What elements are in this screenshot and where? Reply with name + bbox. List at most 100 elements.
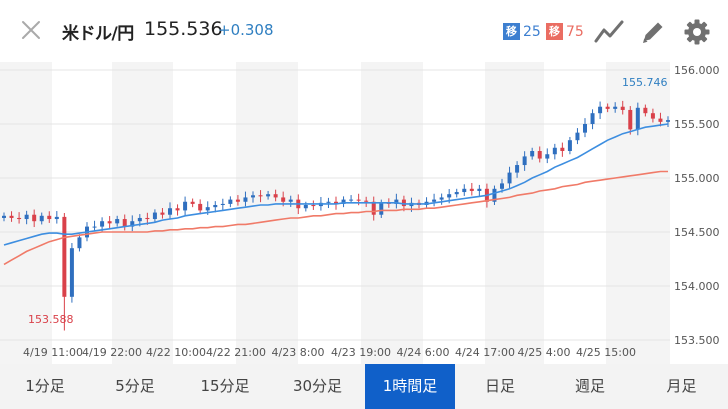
candle-body (17, 217, 22, 220)
candle-body (477, 188, 482, 191)
candle-body (575, 132, 580, 141)
candle-body (356, 199, 361, 201)
candle-body (311, 205, 316, 207)
candle-body (198, 203, 203, 211)
ma-short-toggle[interactable]: 移 25 (503, 23, 541, 40)
candle-body (326, 201, 331, 203)
candle-body (47, 215, 52, 220)
y-tick-label: 154.500 (674, 226, 720, 239)
chart-band (485, 62, 544, 364)
candle-body (62, 216, 67, 297)
candle-body (243, 197, 248, 202)
candle-body (530, 151, 535, 157)
ma-long-toggle[interactable]: 移 75 (546, 23, 584, 40)
candle-body (266, 194, 271, 197)
gear-icon[interactable] (682, 17, 712, 47)
candle-body (92, 226, 97, 228)
candle-body (273, 194, 278, 198)
candle-body (213, 205, 218, 208)
candle-body (152, 212, 157, 220)
candle-body (122, 219, 127, 227)
candle-body (107, 221, 112, 224)
candle-body (9, 215, 14, 218)
chart-band (0, 62, 52, 364)
candle-body (643, 107, 648, 114)
close-icon[interactable] (20, 19, 42, 41)
candle-body (598, 106, 603, 114)
candle-body (258, 195, 263, 197)
candle-body (500, 183, 504, 189)
low-price-label: 153.588 (28, 313, 74, 326)
candle-body (235, 199, 240, 202)
tab-2[interactable]: 15分足 (200, 377, 250, 395)
ma-short-line (3, 123, 669, 246)
candle-body (160, 212, 165, 215)
candle-body (341, 199, 346, 204)
tab-5[interactable]: 日足 (484, 377, 515, 395)
candle-body (2, 215, 6, 218)
candle-body (145, 217, 150, 220)
tab-7[interactable]: 月足 (666, 377, 697, 395)
ma-long-value: 75 (566, 23, 584, 40)
chart-band (361, 62, 423, 364)
candle-body (394, 199, 399, 204)
candle-body (364, 200, 369, 202)
ma-long-tag: 移 (546, 23, 563, 40)
y-tick-label: 154.000 (674, 280, 720, 293)
candlestick-chart[interactable]: 156.000 155.500 155.000 154.500 154.000 153.5… (0, 62, 728, 364)
candle-body (522, 156, 527, 166)
ma-short-tag: 移 (503, 23, 520, 40)
currency-pair: 米ドル/円 (62, 24, 134, 44)
candle-body (635, 107, 640, 130)
candle-body (583, 124, 587, 133)
candle-body (228, 199, 233, 204)
candle-body (666, 120, 670, 122)
candle-body (537, 151, 542, 159)
candle-body (334, 201, 338, 204)
chart-header: 米ドル/円 155.536 +0.308 移 25 移 75 (0, 0, 728, 62)
tab-6[interactable]: 週足 (574, 377, 605, 395)
tab-4[interactable]: 1時間足 (365, 364, 455, 409)
candle-body (447, 194, 452, 198)
candle-body (507, 172, 512, 184)
candle-body (77, 237, 82, 249)
tab-3[interactable]: 30分足 (292, 377, 343, 395)
candle-body (288, 199, 293, 202)
candle-body (69, 248, 74, 297)
candle-body (658, 118, 663, 122)
y-tick-label: 155.500 (674, 118, 720, 131)
candle-body (401, 199, 406, 207)
timeframe-tabs: 1分足 5分足 15分足 30分足 1時間足 日足 週足 月足 (0, 364, 728, 409)
candle-body (515, 165, 520, 173)
high-price-label: 155.746 (622, 76, 668, 89)
candle-body (168, 208, 172, 215)
candle-body (545, 154, 550, 159)
candle-body (100, 221, 105, 227)
candle-body (590, 113, 595, 124)
current-price: 155.536 (144, 18, 223, 40)
x-tick-label: 4/23 8:00 (272, 346, 325, 359)
ma-short-value: 25 (523, 23, 541, 40)
candle-body (560, 147, 565, 151)
candle-body (462, 188, 467, 193)
trendline-icon[interactable] (594, 17, 624, 47)
candle-body (32, 214, 37, 222)
candle-body (190, 201, 195, 204)
candle-body (130, 221, 135, 227)
candle-body (281, 197, 286, 202)
pen-icon[interactable] (638, 17, 668, 47)
candle-body (205, 207, 210, 211)
chart-band (236, 62, 298, 364)
candle-body (454, 192, 459, 195)
x-tick-label: 4/22 10:00 (146, 346, 206, 359)
x-tick-label: 4/24 17:00 (455, 346, 515, 359)
candle-body (469, 188, 474, 191)
candle-body (115, 219, 120, 224)
x-tick-label: 4/25 4:00 (518, 346, 571, 359)
candle-body (175, 208, 180, 211)
candle-body (432, 199, 437, 202)
tab-0[interactable]: 1分足 (25, 377, 65, 395)
tab-1[interactable]: 5分足 (115, 377, 155, 395)
ma-long-line (3, 170, 668, 266)
price-change: +0.308 (218, 21, 274, 39)
